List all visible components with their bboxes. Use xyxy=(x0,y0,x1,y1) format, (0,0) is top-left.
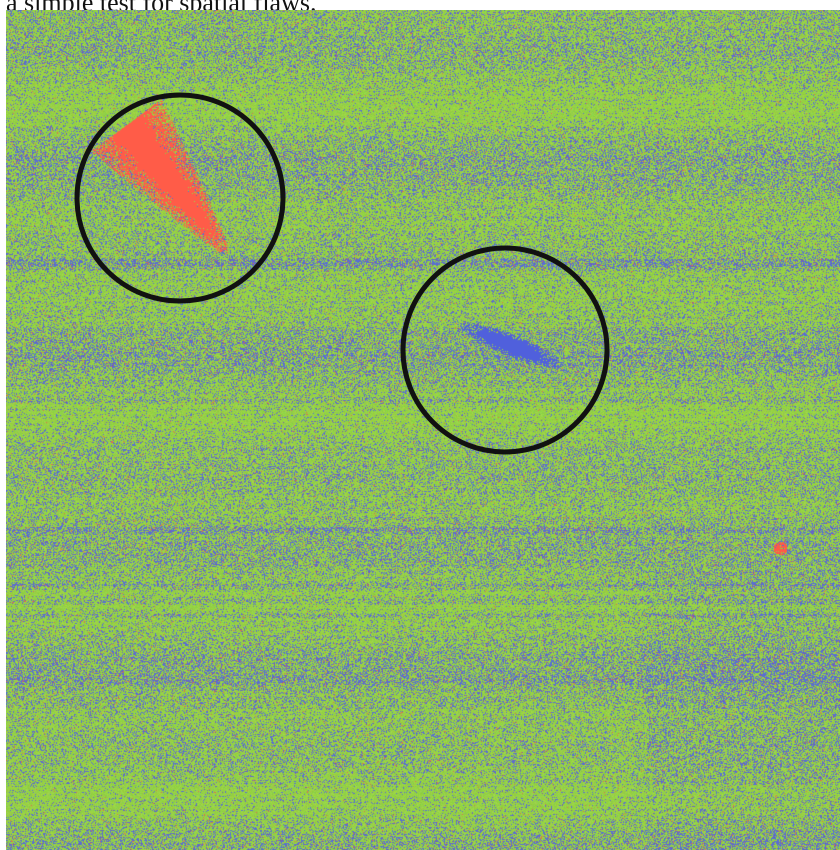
heatmap-image xyxy=(6,10,840,850)
annotation-overlay xyxy=(74,92,610,455)
flaw-circle-red xyxy=(74,92,286,304)
flaw-circle-blue xyxy=(400,245,610,455)
noise-heatmap xyxy=(6,10,840,850)
